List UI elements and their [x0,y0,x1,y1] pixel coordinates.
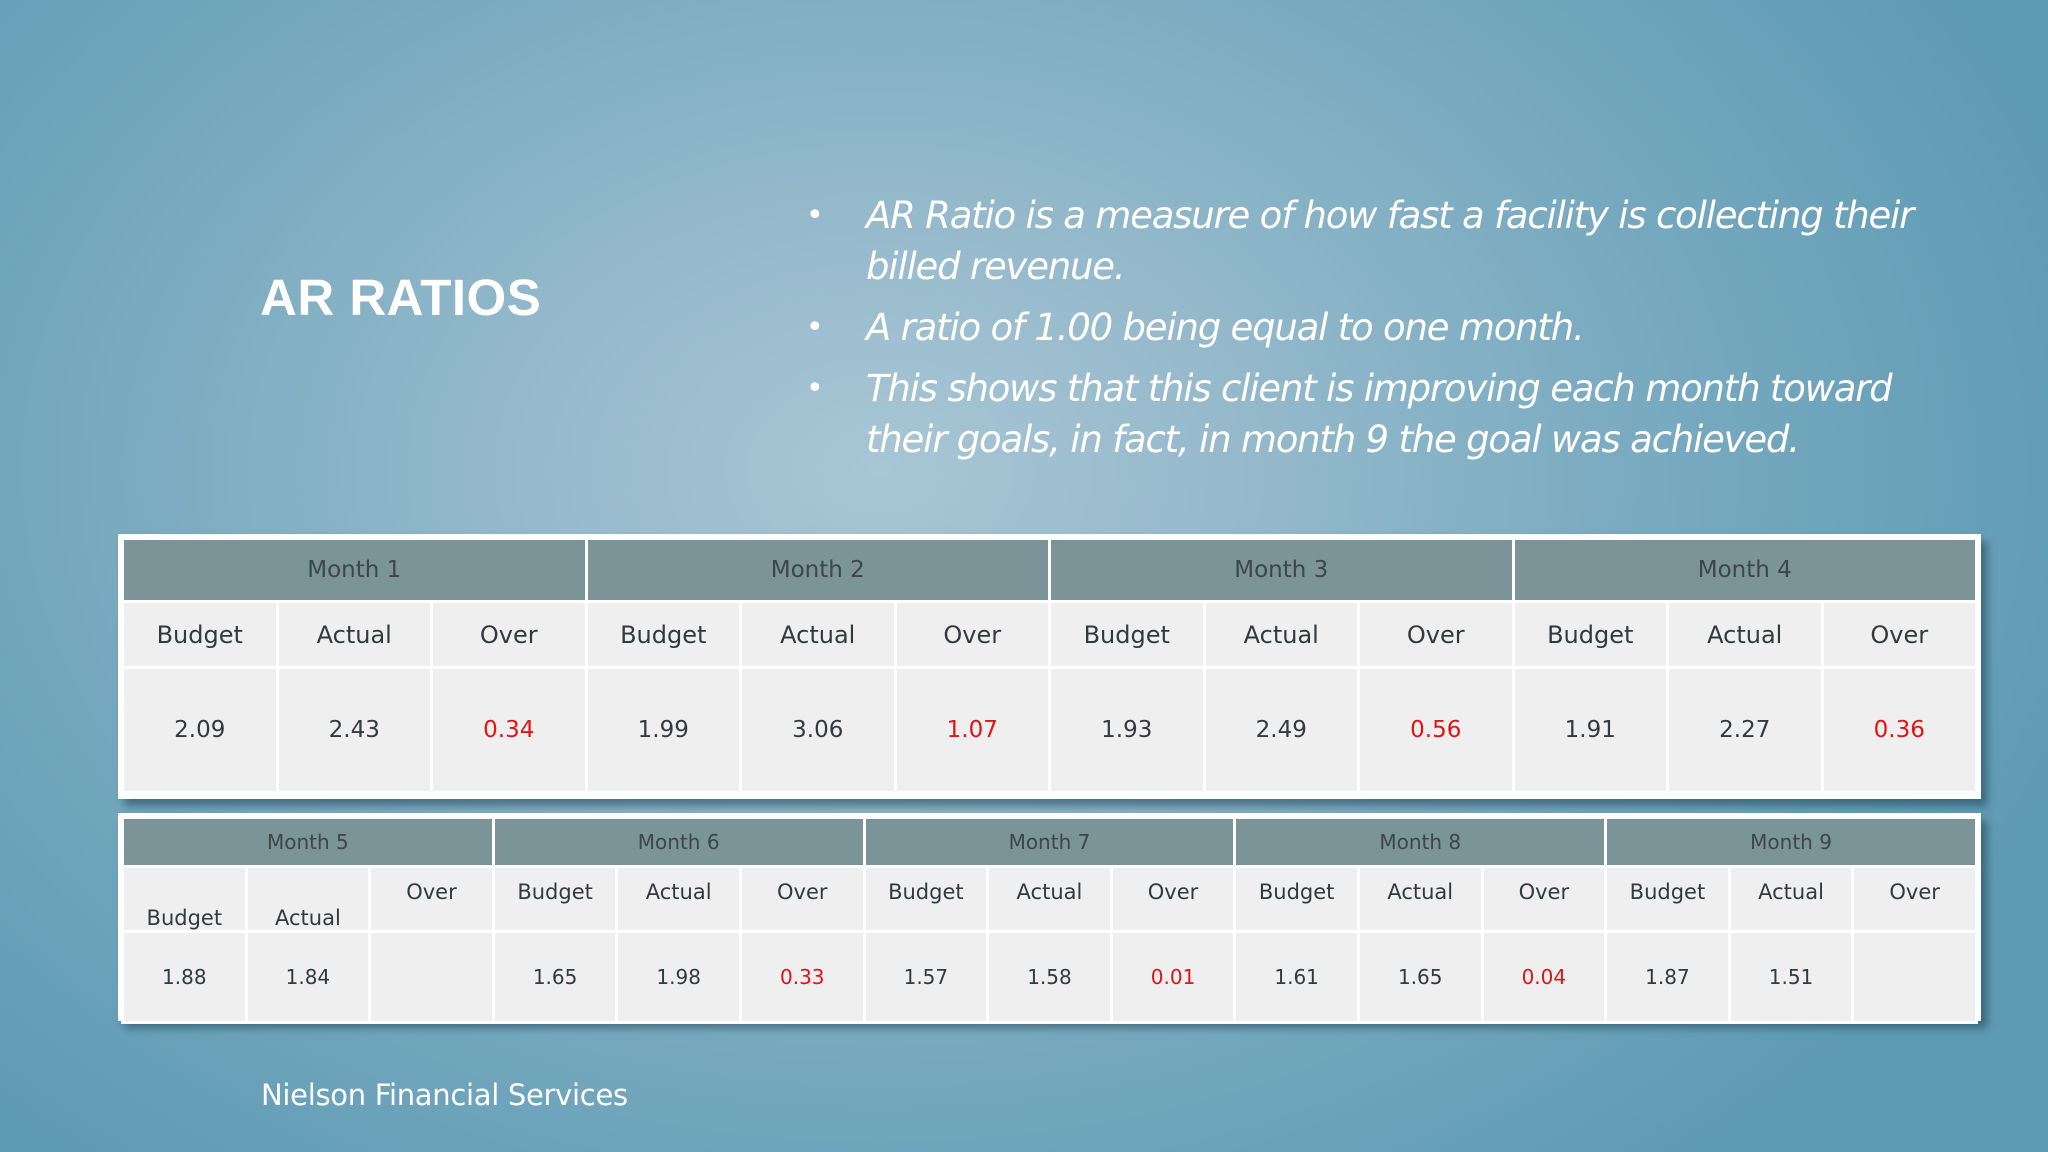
column-header-actual: Actual [739,600,897,669]
budget-value: 1.65 [491,930,619,1024]
ar-ratio-table-months-5-9: Month 5 Month 6 Month 7 Month 8 Month 9 … [118,813,1981,1024]
column-header-over: Over [1480,865,1608,933]
month-header: Month 9 [1604,816,1978,868]
column-header-budget: Budget [1604,865,1731,933]
over-value: 0.33 [738,930,866,1024]
column-header-actual: Actual [986,865,1113,933]
actual-value: 1.98 [615,930,742,1024]
column-header-over: Over [1820,600,1978,669]
column-header-budget: Budget [121,865,248,933]
table-row: 2.09 2.43 0.34 1.99 3.06 1.07 1.93 2.49 … [121,666,1978,794]
column-header-over: Over [738,865,866,933]
column-header-actual: Actual [1727,865,1855,933]
month-header: Month 1 [121,537,588,603]
column-header-actual: Actual [1356,865,1484,933]
budget-value: 1.87 [1604,930,1731,1024]
column-header-budget: Budget [1511,600,1669,669]
actual-value: 2.49 [1202,666,1360,794]
bullet-text: This shows that this client is improving… [866,367,1893,461]
column-header-over: Over [1109,865,1237,933]
column-header-over: Over [1851,865,1978,933]
slide-title: AR RATIOS [260,269,542,326]
table-row: 1.88 1.84 1.65 1.98 0.33 1.57 1.58 0.01 … [121,930,1978,1024]
column-header-budget: Budget [584,600,742,669]
budget-value: 1.57 [862,930,990,1024]
over-value: 0.34 [430,666,588,794]
bullet-icon: • [806,310,824,345]
column-header-over: Over [1357,600,1515,669]
column-header-budget: Budget [862,865,990,933]
column-header-actual: Actual [1202,600,1360,669]
column-header-budget: Budget [1048,600,1206,669]
over-value: 0.04 [1480,930,1608,1024]
column-header-budget: Budget [1233,865,1360,933]
budget-value: 1.61 [1233,930,1360,1024]
month-header-row: Month 1 Month 2 Month 3 Month 4 [121,537,1978,603]
actual-value: 3.06 [739,666,897,794]
table: Month 5 Month 6 Month 7 Month 8 Month 9 … [121,816,1978,1024]
month-header: Month 5 [121,816,495,868]
month-header: Month 6 [491,816,866,868]
actual-value: 1.58 [986,930,1113,1024]
month-header: Month 4 [1511,537,1978,603]
ar-ratio-table-months-1-4: Month 1 Month 2 Month 3 Month 4 Budget A… [118,534,1981,799]
over-value: 0.36 [1820,666,1978,794]
month-header: Month 3 [1048,537,1515,603]
budget-value: 1.88 [121,930,248,1024]
column-header-actual: Actual [275,600,433,669]
column-header-actual: Actual [1666,600,1824,669]
footer-company-name: Nielson Financial Services [261,1078,628,1112]
budget-value: 2.09 [121,666,279,794]
month-header: Month 7 [862,816,1237,868]
bullet-icon: • [806,371,824,406]
budget-value: 1.93 [1048,666,1206,794]
budget-value: 1.99 [584,666,742,794]
actual-value: 2.43 [275,666,433,794]
actual-value: 1.65 [1356,930,1484,1024]
column-header-actual: Actual [244,865,372,933]
bullet-text: A ratio of 1.00 being equal to one month… [866,306,1585,349]
over-value [1851,930,1978,1024]
bullet-icon: • [806,198,824,233]
actual-value: 2.27 [1666,666,1824,794]
over-value: 0.56 [1357,666,1515,794]
bullet-item: • This shows that this client is improvin… [800,363,1960,465]
bullet-item: • A ratio of 1.00 being equal to one mont… [800,302,1960,353]
actual-value: 1.84 [244,930,372,1024]
over-value [368,930,495,1024]
column-header-row: Budget Actual Over Budget Actual Over Bu… [121,600,1978,669]
column-header-budget: Budget [491,865,619,933]
budget-value: 1.91 [1511,666,1669,794]
column-header-over: Over [368,865,495,933]
bullet-item: • AR Ratio is a measure of how fast a fac… [800,190,1960,292]
column-header-over: Over [893,600,1051,669]
month-header: Month 8 [1233,816,1608,868]
over-value: 1.07 [893,666,1051,794]
over-value: 0.01 [1109,930,1237,1024]
column-header-over: Over [430,600,588,669]
column-header-row: Budget Actual Over Budget Actual Over Bu… [121,865,1978,933]
table: Month 1 Month 2 Month 3 Month 4 Budget A… [121,537,1978,794]
month-header-row: Month 5 Month 6 Month 7 Month 8 Month 9 [121,816,1978,868]
column-header-budget: Budget [121,600,279,669]
column-header-actual: Actual [615,865,742,933]
bullet-text: AR Ratio is a measure of how fast a faci… [866,194,1914,288]
bullet-list: • AR Ratio is a measure of how fast a fac… [800,190,1960,475]
month-header: Month 2 [584,537,1051,603]
actual-value: 1.51 [1727,930,1855,1024]
